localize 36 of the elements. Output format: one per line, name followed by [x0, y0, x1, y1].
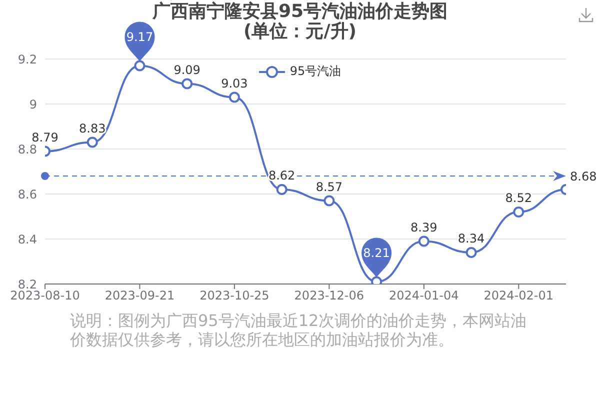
y-tick-label: 8.2 [18, 277, 37, 292]
point [324, 195, 335, 206]
point [134, 60, 146, 72]
y-tick-label: 8.4 [18, 232, 37, 246]
point [228, 92, 240, 103]
data-label: 8.83 [79, 121, 106, 136]
point [418, 236, 430, 247]
chart-title: 广西南宁隆安县95号汽油油价走势图 [151, 1, 449, 22]
x-tick-label: 2023-08-10 [10, 288, 80, 303]
data-label: 8.57 [316, 180, 343, 194]
point [182, 78, 193, 90]
annotation: 9.17 [126, 30, 154, 44]
chart-subtitle: (单位：元/升) [243, 21, 357, 42]
data-label: 8.34 [458, 232, 485, 246]
data-label: 8.79 [32, 130, 58, 144]
x-tick-label: 2023-12-06 [294, 288, 364, 303]
data-label: 8.39 [410, 220, 438, 234]
x-tick-label: 2023-09-21 [104, 288, 175, 303]
y-tick-label: 9 [29, 97, 37, 112]
point [466, 247, 477, 258]
x-tick-label: 2024-01-04 [389, 288, 459, 303]
ref-line-label: 8.68 [570, 169, 597, 184]
x-tick-label: 2023-10-25 [200, 288, 270, 303]
x-tick-label: 2024-02-01 [484, 288, 554, 303]
annotation: 8.21 [363, 246, 390, 260]
data-label: 9.09 [174, 62, 200, 77]
text: 说明：图例为广西95号汽油最近12次调价的油价走势，本网站油价数据仅供参考，请以您所在地区的加油站报价为准。 [70, 311, 528, 349]
y-tick-label: 9.2 [18, 52, 37, 66]
point [513, 206, 524, 218]
y-tick-label: 8.8 [18, 142, 37, 156]
point [86, 136, 98, 148]
data-label: 8.52 [505, 191, 532, 205]
legend-label: 95号汽油 [290, 63, 342, 80]
point [276, 184, 288, 195]
y-tick-label: 8.6 [18, 187, 37, 202]
data-label: 9.03 [221, 76, 248, 90]
